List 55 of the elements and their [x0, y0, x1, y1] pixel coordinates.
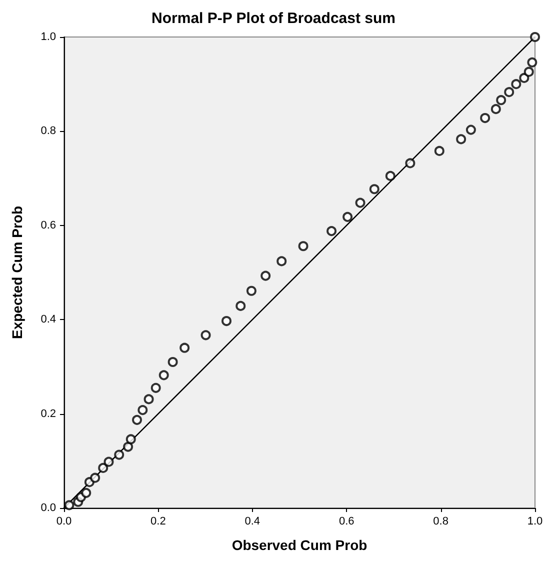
- point: [355, 198, 366, 208]
- point: [158, 370, 169, 380]
- point: [168, 356, 178, 367]
- point: [104, 456, 114, 467]
- point: [480, 113, 490, 124]
- point: [200, 330, 211, 340]
- point: [496, 95, 506, 106]
- y-tick-label: 0.6: [40, 219, 56, 232]
- point: [530, 32, 540, 42]
- x-tick-label: 0.4: [244, 516, 260, 528]
- point: [326, 226, 337, 236]
- point: [466, 124, 476, 135]
- point: [504, 87, 514, 98]
- y-tick-label: 0.0: [40, 502, 56, 514]
- point: [385, 170, 396, 181]
- x-axis-title: Observed Cum Prob: [232, 537, 368, 553]
- point: [81, 488, 92, 498]
- point: [114, 450, 124, 460]
- x-tick-label: 1.0: [527, 516, 543, 528]
- y-tick-label: 0.4: [40, 314, 56, 326]
- point: [236, 300, 246, 311]
- y-tick-label: 1.0: [40, 31, 56, 43]
- point: [138, 405, 148, 416]
- point: [369, 184, 380, 194]
- point: [98, 462, 108, 473]
- point: [527, 57, 538, 68]
- point: [150, 382, 161, 393]
- x-tick-label: 0.8: [433, 516, 448, 528]
- point: [132, 414, 142, 425]
- point: [260, 270, 271, 281]
- x-tick-label: 0.0: [56, 516, 72, 528]
- point: [519, 72, 530, 83]
- point: [276, 256, 287, 266]
- x-tick-label: 0.6: [338, 516, 354, 528]
- point: [511, 79, 522, 90]
- point: [524, 66, 534, 77]
- x-tick-label: 0.2: [150, 516, 166, 528]
- point: [490, 104, 501, 114]
- point: [246, 286, 256, 296]
- y-tick-label: 0.8: [40, 125, 56, 138]
- point: [180, 342, 190, 353]
- point: [434, 146, 444, 156]
- point: [123, 442, 134, 452]
- chart-title: Normal P-P Plot of Broadcast sum: [152, 10, 396, 27]
- point: [222, 316, 232, 326]
- y-axis-title: Expected Cum Prob: [9, 206, 25, 340]
- point: [298, 241, 308, 252]
- point: [144, 394, 154, 404]
- point: [64, 500, 74, 510]
- point: [126, 434, 136, 444]
- point: [90, 472, 100, 483]
- y-tick-label: 0.2: [40, 408, 56, 420]
- point: [342, 212, 353, 222]
- point: [405, 158, 416, 168]
- point: [456, 134, 466, 144]
